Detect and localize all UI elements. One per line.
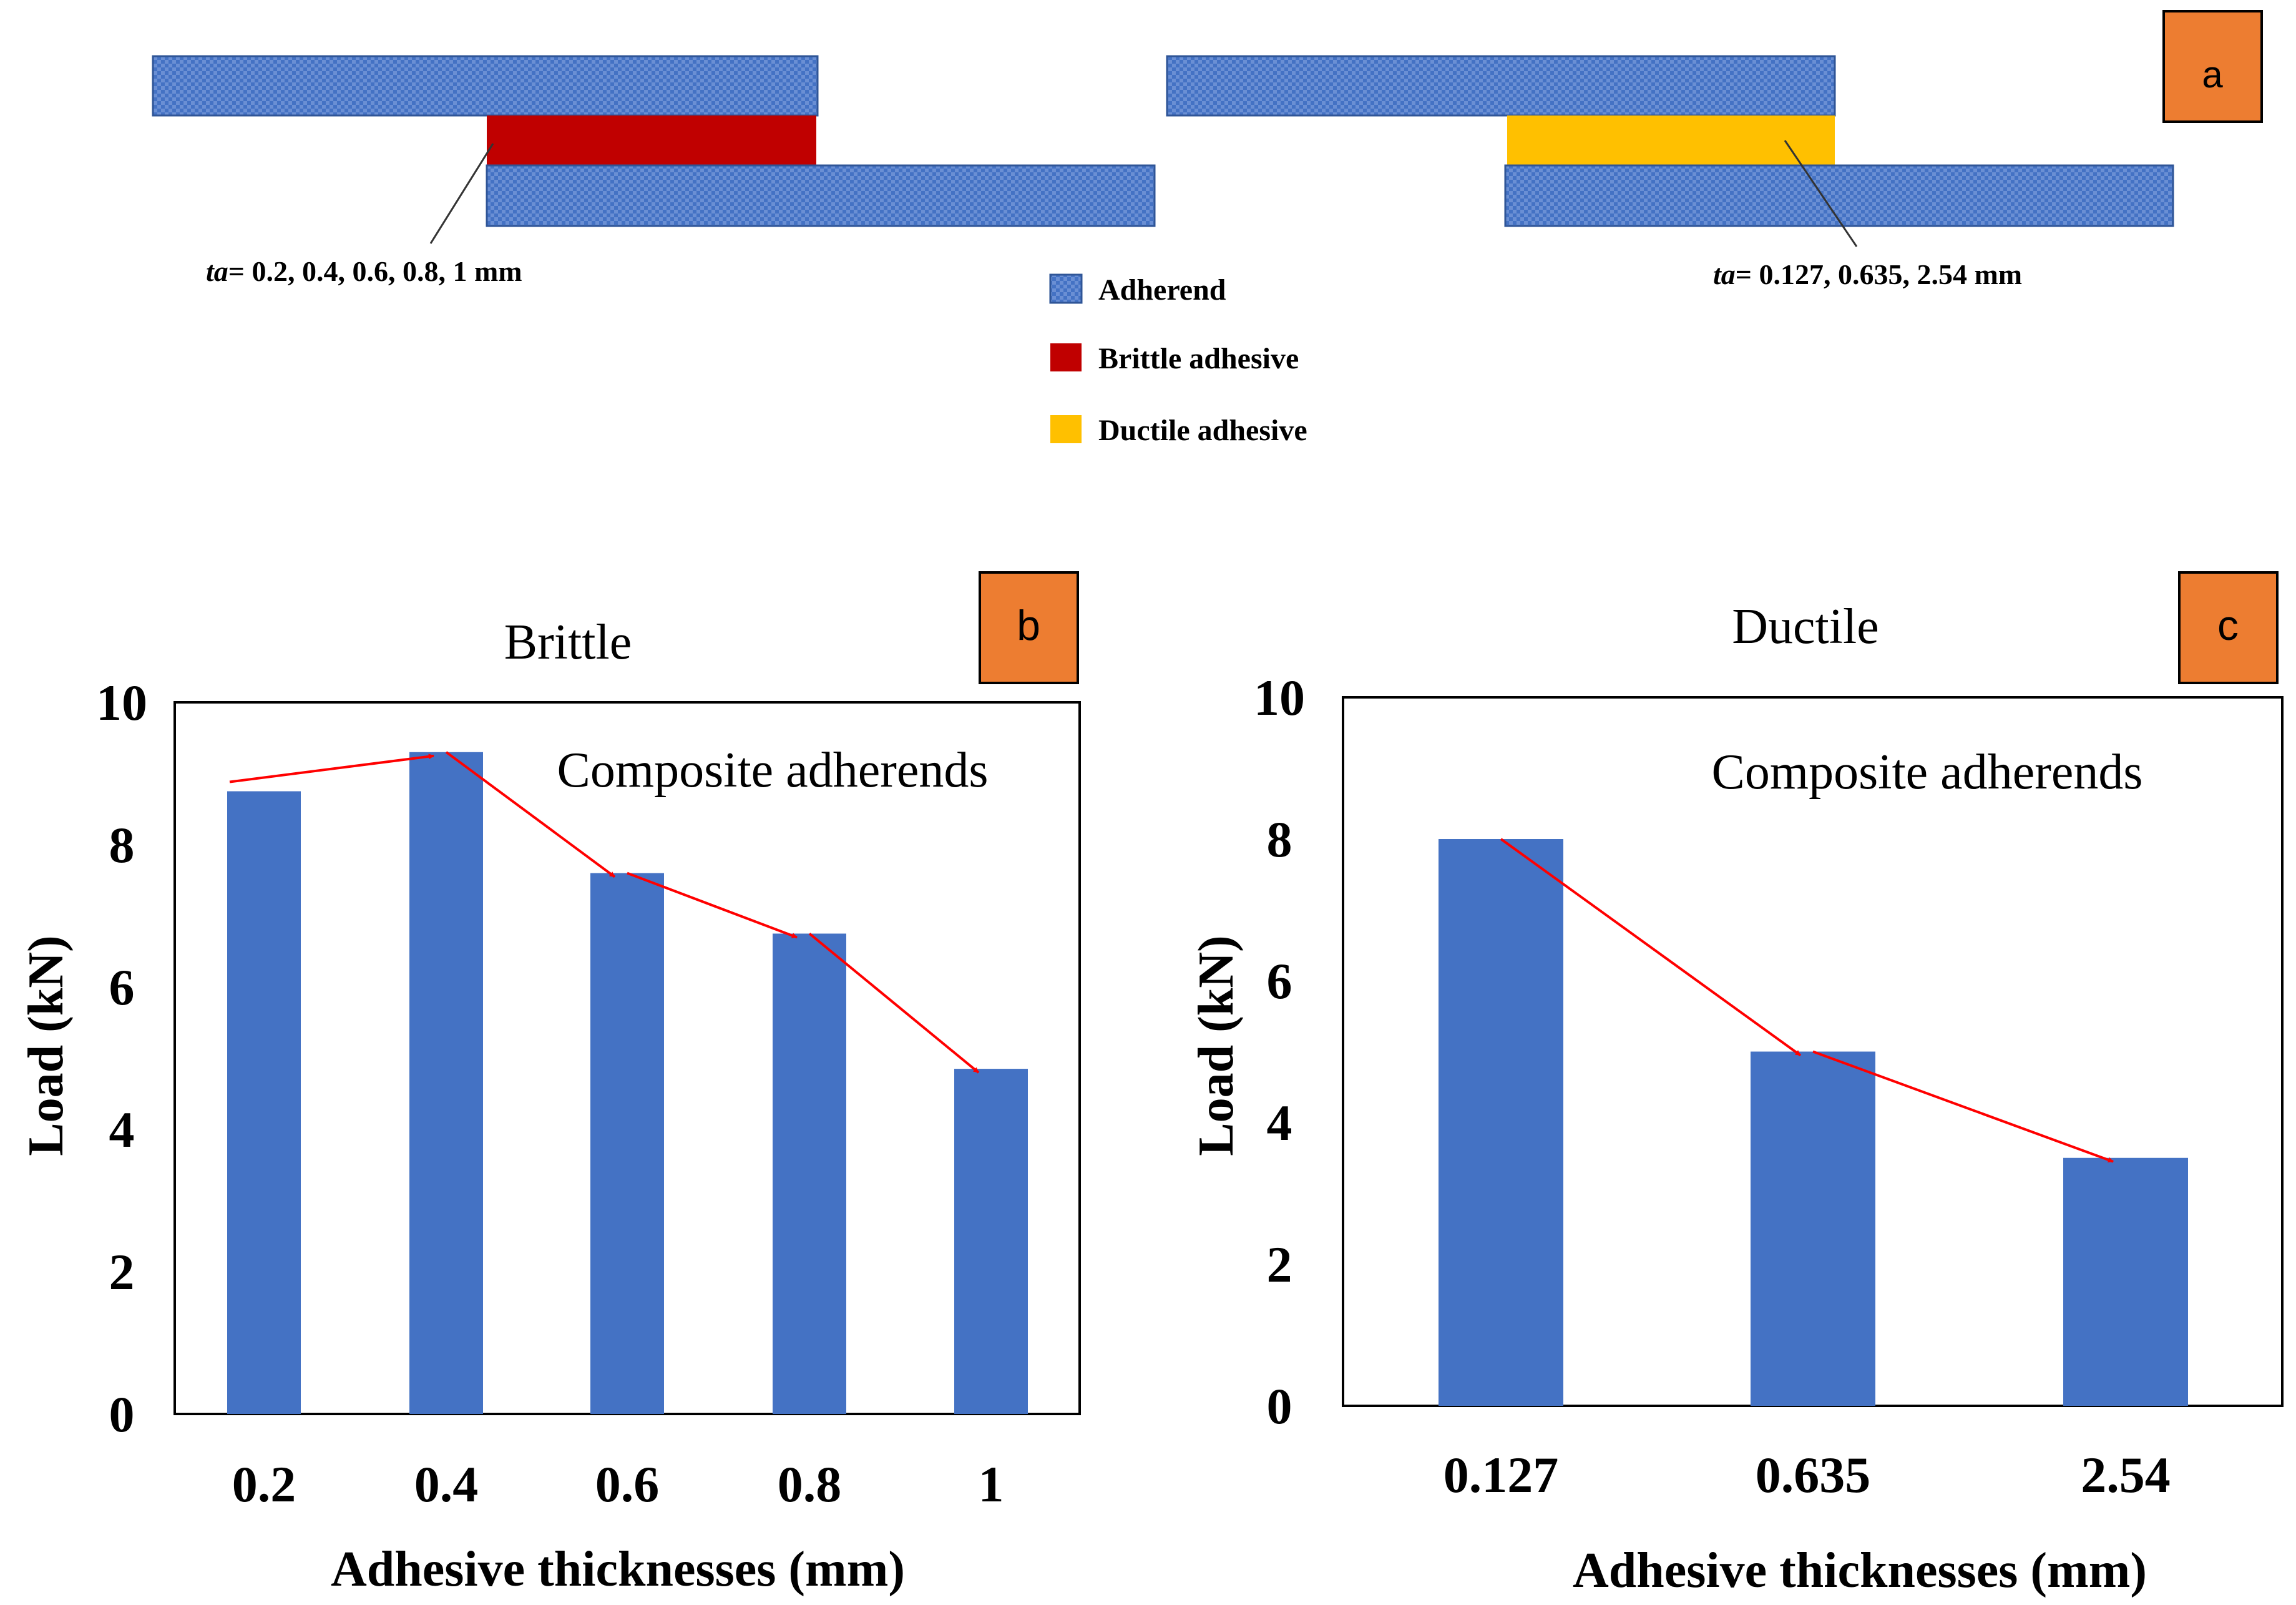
left-brittle-adhesive	[487, 115, 816, 165]
panel-label-a-box	[2162, 10, 2263, 123]
left-top-adherend	[152, 55, 819, 117]
x-tick-label: 0.127	[1444, 1446, 1559, 1503]
y-tick-label: 2	[1267, 1236, 1292, 1293]
bar-0.2	[227, 791, 301, 1414]
chart-c-trend-arrows	[1500, 838, 2114, 1163]
right-thickness-label: ta= 0.127, 0.635, 2.54 mm	[1713, 258, 2022, 290]
x-tick-label: 2.54	[2081, 1446, 2171, 1503]
legend-swatch-brittle	[1050, 343, 1082, 371]
y-tick-label: 4	[109, 1101, 135, 1158]
chart-b-annotation: Composite adherends	[557, 743, 989, 798]
chart-c-x-ticks: 0.127 0.635 2.54	[1444, 1446, 2171, 1503]
right-thickness-prefix: ta	[1713, 258, 1736, 290]
bar-2.54	[2063, 1157, 2188, 1406]
panel-label-b: b	[1017, 602, 1040, 649]
y-tick-label: 4	[1267, 1094, 1292, 1151]
legend-label-adherend: Adherend	[1098, 273, 1226, 307]
chart-b-title: Brittle	[504, 615, 632, 670]
bar-0.127	[1439, 839, 1563, 1406]
panel-a-schematic: ta= 0.2, 0.4, 0.6, 0.8, 1 mm ta= 0.127, …	[152, 10, 2263, 447]
y-tick-label: 6	[109, 959, 135, 1016]
y-tick-label: 8	[109, 817, 135, 873]
y-tick-label: 10	[96, 674, 147, 731]
right-thickness-values: = 0.127, 0.635, 2.54 mm	[1736, 258, 2022, 290]
chart-b-bars	[227, 752, 1028, 1414]
right-ductile-adhesive	[1507, 115, 1835, 165]
chart-b-y-ticks: 0 2 4 6 8 10	[96, 674, 147, 1443]
legend-label-brittle: Brittle adhesive	[1098, 342, 1299, 375]
x-tick-label: 0.635	[1756, 1446, 1871, 1503]
bar-1	[954, 1069, 1028, 1414]
x-tick-label: 0.4	[414, 1456, 479, 1513]
left-thickness-label: ta= 0.2, 0.4, 0.6, 0.8, 1 mm	[206, 255, 522, 287]
panel-label-b-box	[979, 571, 1079, 684]
trend-arrow	[1500, 838, 1802, 1057]
legend-label-ductile: Ductile adhesive	[1098, 414, 1307, 447]
y-tick-label: 0	[109, 1386, 135, 1443]
trend-arrow	[229, 753, 434, 783]
chart-c-bars	[1439, 839, 2188, 1406]
chart-b-y-axis-label: Load (kN)	[19, 935, 74, 1156]
trend-arrow	[808, 932, 980, 1074]
legend: Adherend Brittle adhesive Ductile adhesi…	[1049, 273, 1307, 447]
chart-brittle: b Brittle Composite adherends Load (kN) …	[19, 571, 1081, 1597]
trend-arrow	[1812, 1050, 2114, 1163]
trend-arrow	[445, 751, 616, 878]
panel-label-a: a	[2202, 54, 2223, 96]
left-thickness-prefix: ta	[206, 255, 228, 287]
chart-c-y-axis-label: Load (kN)	[1189, 935, 1244, 1156]
x-tick-label: 0.8	[778, 1456, 842, 1513]
x-tick-label: 0.2	[232, 1456, 296, 1513]
bar-0.8	[773, 933, 846, 1414]
legend-swatch-adherend	[1049, 273, 1083, 304]
left-dimension-leader	[429, 143, 494, 244]
panel-label-c: c	[2217, 602, 2239, 649]
legend-swatch-ductile	[1050, 415, 1082, 443]
chart-c-annotation: Composite adherends	[1712, 745, 2143, 800]
right-dimension-leader	[1784, 140, 1858, 247]
right-top-adherend	[1166, 55, 1836, 117]
chart-ductile: c Ductile Composite adherends Load (kN) …	[1189, 571, 2284, 1598]
bar-0.6	[590, 873, 664, 1414]
y-tick-label: 10	[1254, 669, 1305, 726]
bar-0.4	[409, 752, 483, 1414]
y-tick-label: 8	[1267, 811, 1292, 868]
y-tick-label: 0	[1267, 1378, 1292, 1435]
trend-arrow	[627, 871, 798, 939]
panel-label-c-box	[2178, 571, 2279, 684]
chart-b-trend-arrows	[229, 751, 980, 1074]
chart-b-x-axis-label: Adhesive thicknesses (mm)	[331, 1542, 905, 1597]
bar-0.635	[1751, 1051, 1875, 1406]
left-bottom-adherend	[486, 164, 1156, 227]
chart-c-title: Ductile	[1732, 599, 1878, 654]
y-tick-label: 6	[1267, 953, 1292, 1009]
left-thickness-values: = 0.2, 0.4, 0.6, 0.8, 1 mm	[228, 255, 522, 287]
chart-b-x-ticks: 0.2 0.4 0.6 0.8 1	[232, 1456, 1004, 1513]
x-tick-label: 0.6	[595, 1456, 660, 1513]
x-tick-label: 1	[979, 1456, 1004, 1513]
chart-c-x-axis-label: Adhesive thicknesses (mm)	[1573, 1543, 2147, 1598]
right-bottom-adherend	[1504, 164, 2174, 227]
chart-c-y-ticks: 0 2 4 6 8 10	[1254, 669, 1305, 1435]
y-tick-label: 2	[109, 1244, 135, 1300]
